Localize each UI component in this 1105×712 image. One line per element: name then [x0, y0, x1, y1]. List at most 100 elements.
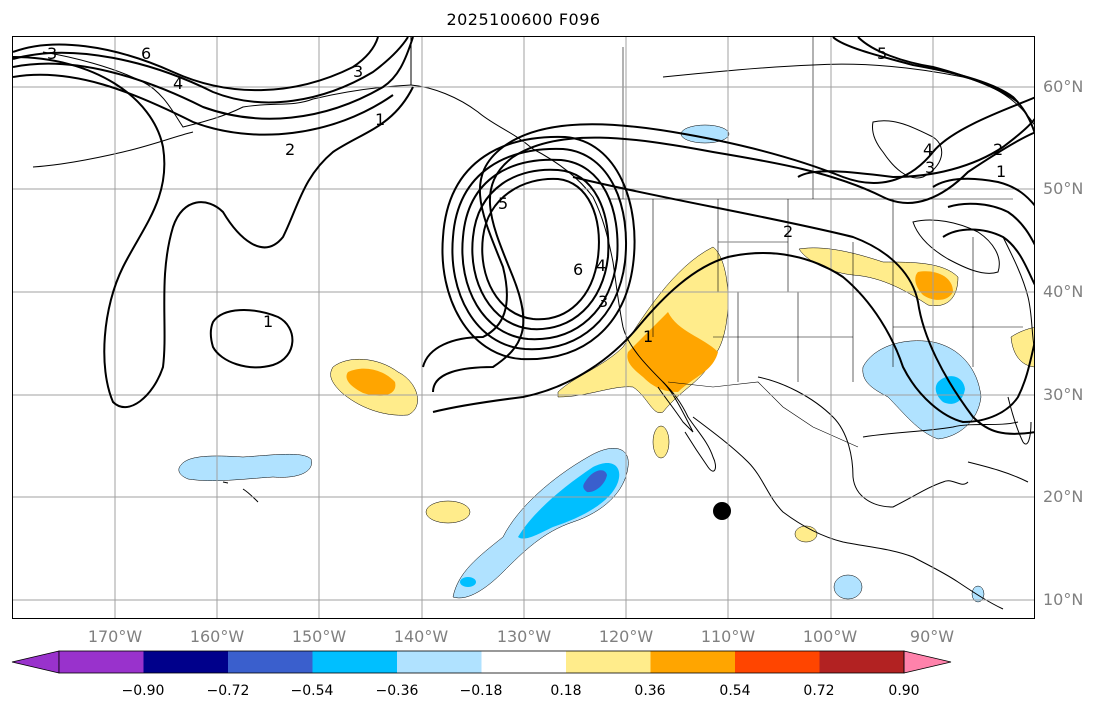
colorbar-outline	[58, 650, 905, 674]
state-borders	[622, 37, 1023, 382]
coastlines	[32, 37, 1034, 610]
colorbar-tick-label: 0.36	[634, 683, 666, 699]
negative-anomaly-region	[862, 340, 982, 440]
contour-line	[797, 118, 1034, 179]
coastline-alaska	[42, 51, 412, 128]
colorbar-segments	[11, 650, 952, 674]
positive-anomaly-core	[627, 312, 718, 392]
colorbar-tick-label: −0.90	[121, 683, 165, 699]
positive-anomaly-core	[346, 368, 396, 396]
positive-anomaly-region	[794, 525, 818, 543]
contour-line	[947, 202, 1034, 246]
contour-label: 4	[596, 256, 606, 275]
shaded-anomalies	[178, 124, 1034, 603]
lat-label: 20°N	[1043, 487, 1084, 506]
lat-label: 50°N	[1043, 179, 1084, 198]
colorbar-segment	[481, 651, 567, 673]
borders	[410, 37, 1023, 448]
lat-label: 60°N	[1043, 77, 1084, 96]
contour-label: 6	[573, 260, 583, 279]
contour-label: 3	[47, 44, 57, 63]
lon-label: 90°W	[909, 627, 955, 646]
contour-line	[13, 37, 379, 92]
contour-label: 3	[925, 158, 935, 177]
colorbar	[11, 650, 952, 674]
coastline-east	[1002, 236, 1034, 350]
contour-label: 2	[993, 140, 1003, 159]
contour-label: 1	[643, 327, 653, 346]
colorbar-tick-label: 0.18	[550, 683, 582, 699]
location-marker	[713, 502, 731, 520]
colorbar-segment	[143, 651, 229, 673]
coastline-north-america	[410, 37, 694, 433]
contour-line	[432, 252, 1034, 424]
lat-label: 40°N	[1043, 282, 1084, 301]
contour-label: 1	[263, 312, 273, 331]
contour-label: 3	[353, 62, 363, 81]
lon-label: 140°W	[393, 627, 449, 646]
colorbar-segment	[650, 651, 736, 673]
colorbar-segment	[228, 651, 313, 673]
lat-label: 10°N	[1043, 590, 1084, 609]
contour-line	[13, 56, 414, 408]
contour-label: 1	[996, 162, 1006, 181]
contour-labels: 3 6 4 3 2 1 2 5 6 4 3 2 1 1 4 3 1 5	[47, 44, 1006, 346]
lon-label: 160°W	[189, 627, 245, 646]
contour-line	[857, 37, 1019, 103]
contour-line	[432, 131, 1034, 393]
coastline-aleutians	[32, 131, 194, 168]
contour-line	[422, 96, 1034, 368]
colorbar-segment	[735, 651, 820, 673]
coastline-gulf	[757, 376, 1019, 508]
contour-label: 1	[375, 110, 385, 129]
lon-label: 130°W	[496, 627, 552, 646]
contour-label: 5	[498, 194, 508, 213]
contour-line	[13, 37, 414, 120]
colorbar-extend-max	[903, 650, 952, 674]
graticule	[13, 37, 1034, 618]
contour-line	[572, 176, 1034, 435]
colorbar-segment	[566, 651, 651, 673]
map-panel: 3 6 4 3 2 1 2 5 6 4 3 2 1 1 4 3 1 5	[12, 36, 1035, 619]
border-us-mexico	[667, 381, 859, 448]
map-title: 2025100600 F096	[446, 10, 601, 29]
contour-label: 5	[877, 44, 887, 63]
negative-anomaly-region	[833, 574, 863, 600]
contour-label: 2	[783, 222, 793, 241]
positive-anomaly-region	[425, 500, 471, 524]
colorbar-segment	[59, 651, 144, 673]
lon-label: 110°W	[700, 627, 756, 646]
contour-line	[942, 228, 1034, 286]
coastline-hudson	[872, 120, 943, 179]
coastline-hawaii	[222, 481, 259, 503]
contour-line	[13, 73, 394, 136]
contours	[13, 37, 1034, 435]
colorbar-segment	[819, 651, 905, 673]
colorbar-segment	[397, 651, 482, 673]
colorbar-tick-label: −0.36	[375, 683, 419, 699]
lon-label: 120°W	[598, 627, 654, 646]
colorbar-tick-label: 0.72	[803, 683, 835, 699]
contour-line	[461, 158, 619, 341]
negative-anomaly-region	[178, 453, 312, 481]
positive-anomaly-core	[915, 271, 953, 300]
positive-anomaly-region	[1010, 327, 1034, 368]
colorbar-segment	[312, 651, 398, 673]
coastline-cuba	[967, 461, 1029, 483]
contour-label: 3	[598, 292, 608, 311]
contour-line	[932, 177, 1034, 207]
lon-label: 170°W	[87, 627, 143, 646]
contour-line	[209, 309, 294, 369]
map-canvas: 3 6 4 3 2 1 2 5 6 4 3 2 1 1 4 3 1 5	[13, 37, 1034, 618]
contour-line	[13, 37, 409, 104]
colorbar-tick-label: 0.54	[719, 683, 751, 699]
positive-anomaly-region	[652, 425, 670, 459]
coastline-florida	[1007, 396, 1032, 445]
colorbar-extend-min	[11, 650, 60, 674]
colorbar-tick-label: −0.72	[206, 683, 250, 699]
contour-label: 4	[173, 74, 183, 93]
colorbar-tick-label: −0.18	[459, 683, 503, 699]
contour-label: 4	[923, 140, 933, 159]
colorbar-tick-label: 0.90	[888, 683, 920, 699]
negative-anomaly-region	[971, 585, 985, 603]
